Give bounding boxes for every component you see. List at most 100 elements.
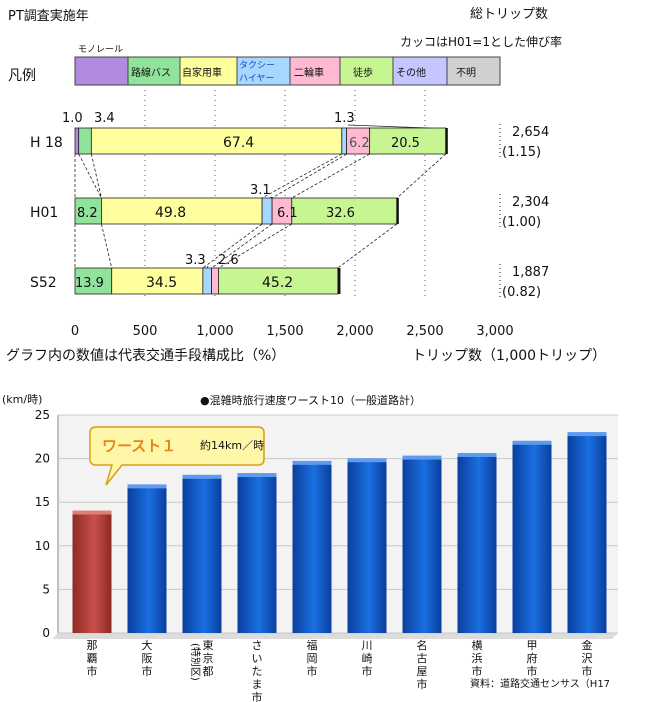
label-h18-monorail: 1.0 [62,111,83,126]
label-s52-taxi: 3.3 [185,253,206,268]
x-tick-0: 0 [71,324,79,339]
label-h01-taxi: 3.1 [250,183,271,198]
bar-7 [457,455,497,633]
bar-9 [567,435,607,633]
x-axis-label: トリップ数（1,000トリップ） [412,348,606,364]
connector-4 [291,153,370,199]
callout-text: 約14km／時 [200,438,264,452]
connector-11 [337,223,398,269]
bar-top-6 [402,455,442,460]
ratio-2: (0.82) [502,285,541,300]
label-h18-bus: 3.4 [94,111,115,126]
chart-title: PT調査実施年 [8,8,89,24]
category-char-2-1: 京 [203,651,214,665]
ratio-1: (1.00) [502,215,541,230]
legend-text-walk: 徒歩 [353,66,373,79]
bar-top-7 [457,452,497,457]
label-s52-twowheel: 2.6 [218,253,239,268]
category-char-3-4: 市 [252,690,263,702]
bar-0 [72,513,112,633]
category-char-6-2: 屋 [417,665,428,678]
row-label-0: H 18 [30,135,63,151]
bar-top-0 [72,510,112,515]
row-label-2: S52 [30,275,57,291]
y-axis-label: (km/時) [2,393,42,406]
callout-title: ワースト１ [102,437,176,455]
leader-h01-taxi [269,196,273,199]
category-char-9-1: 沢 [582,651,593,665]
category-char-2-2: 都 [203,665,214,678]
ratio-0: (1.15) [502,145,541,160]
label-h18-taxi: 1.3 [334,111,355,126]
corner-title: 総トリップ数 [470,7,548,22]
bar-3 [237,476,277,633]
legend-label: 凡例 [8,68,36,84]
connector-7 [101,223,113,269]
bar-segment-0-1 [78,127,92,155]
x-tick-6: 3,000 [476,324,513,339]
category-char-3-0: さ [252,639,263,652]
bar-8 [512,443,552,633]
y-tick-2: 10 [35,539,50,553]
category-char-8-2: 市 [527,664,538,678]
bar-segment-2-1 [111,267,204,295]
bar-top-9 [567,432,607,437]
category-char-9-2: 市 [582,664,593,678]
legend-text-monorail: モノレール [78,45,123,55]
legend-swatch-monorail [74,56,129,86]
category-char-1-1: 阪 [142,651,153,665]
category-char-0-0: 那 [87,639,98,652]
category-char-9-0: 金 [582,638,593,652]
legend-text-taxi2: ハイヤー [239,74,275,84]
bar-4 [292,463,332,633]
bar-top-3 [237,473,277,478]
category-char-0-2: 市 [87,664,98,678]
legend-text-taxi1: タクシー [239,60,275,71]
chart2-title: ●混雑時旅行速度ワースト10（一般道路計） [200,393,421,407]
label-h01-twowheel: 6.1 [277,206,298,221]
label-h01-walk: 32.6 [326,206,355,221]
category-char-7-0: 横 [472,638,483,652]
category-char-6-0: 名 [417,638,428,652]
label-h18-car: 67.4 [223,135,254,151]
category-char-5-2: 市 [362,664,373,678]
category-char-6-3: 市 [417,677,428,691]
total-0: 2,654 [512,125,549,140]
bar-segment-0-3 [341,127,348,155]
label-h18-twowheel: 6.2 [349,136,370,151]
connector-5 [396,153,447,199]
legend-swatch-other [392,56,448,86]
bar-segment-0-2 [90,127,343,155]
category-char-3-3: ま [252,678,263,691]
category-char-4-2: 市 [307,664,318,678]
bar-top-8 [512,440,552,445]
bar-segment-2-4 [218,267,339,295]
x-tick-5: 2,500 [406,324,443,339]
category-char-1-0: 大 [142,638,153,652]
bar-2 [182,477,222,633]
connector-0 [78,153,102,199]
bar-segment-1-0 [74,197,102,225]
bar-segment-2-3 [211,267,219,295]
category-char-6-1: 古 [417,652,428,665]
category-char-0-1: 覇 [87,652,98,665]
bar-segment-1-2 [261,197,273,225]
congestion-speed-chart: 0 5 10 15 20 25 (km/時) ●混雑時旅行速度ワースト10（一般道路計） 那覇市… [2,393,618,702]
source-note: 資料：道路交通センサス（H17 [470,677,610,690]
row-label-1: H01 [30,205,58,221]
bar-6 [402,458,442,633]
legend-text-unknown: 不明 [456,67,476,79]
bar-top-4 [292,460,332,465]
label-h01-car: 49.8 [155,205,186,221]
total-1: 2,304 [512,195,549,210]
bar-5 [347,461,387,633]
label-s52-car: 34.5 [146,275,177,291]
label-s52-walk: 45.2 [262,275,293,291]
legend-swatch-car [179,56,238,86]
connector-10 [218,223,292,269]
legend-swatch-taxi [236,56,291,86]
category-char-3-2: た [252,665,263,678]
bar-top-2 [182,474,222,479]
legend-text-car: 自家用車 [182,66,222,79]
connector-8 [202,223,263,269]
